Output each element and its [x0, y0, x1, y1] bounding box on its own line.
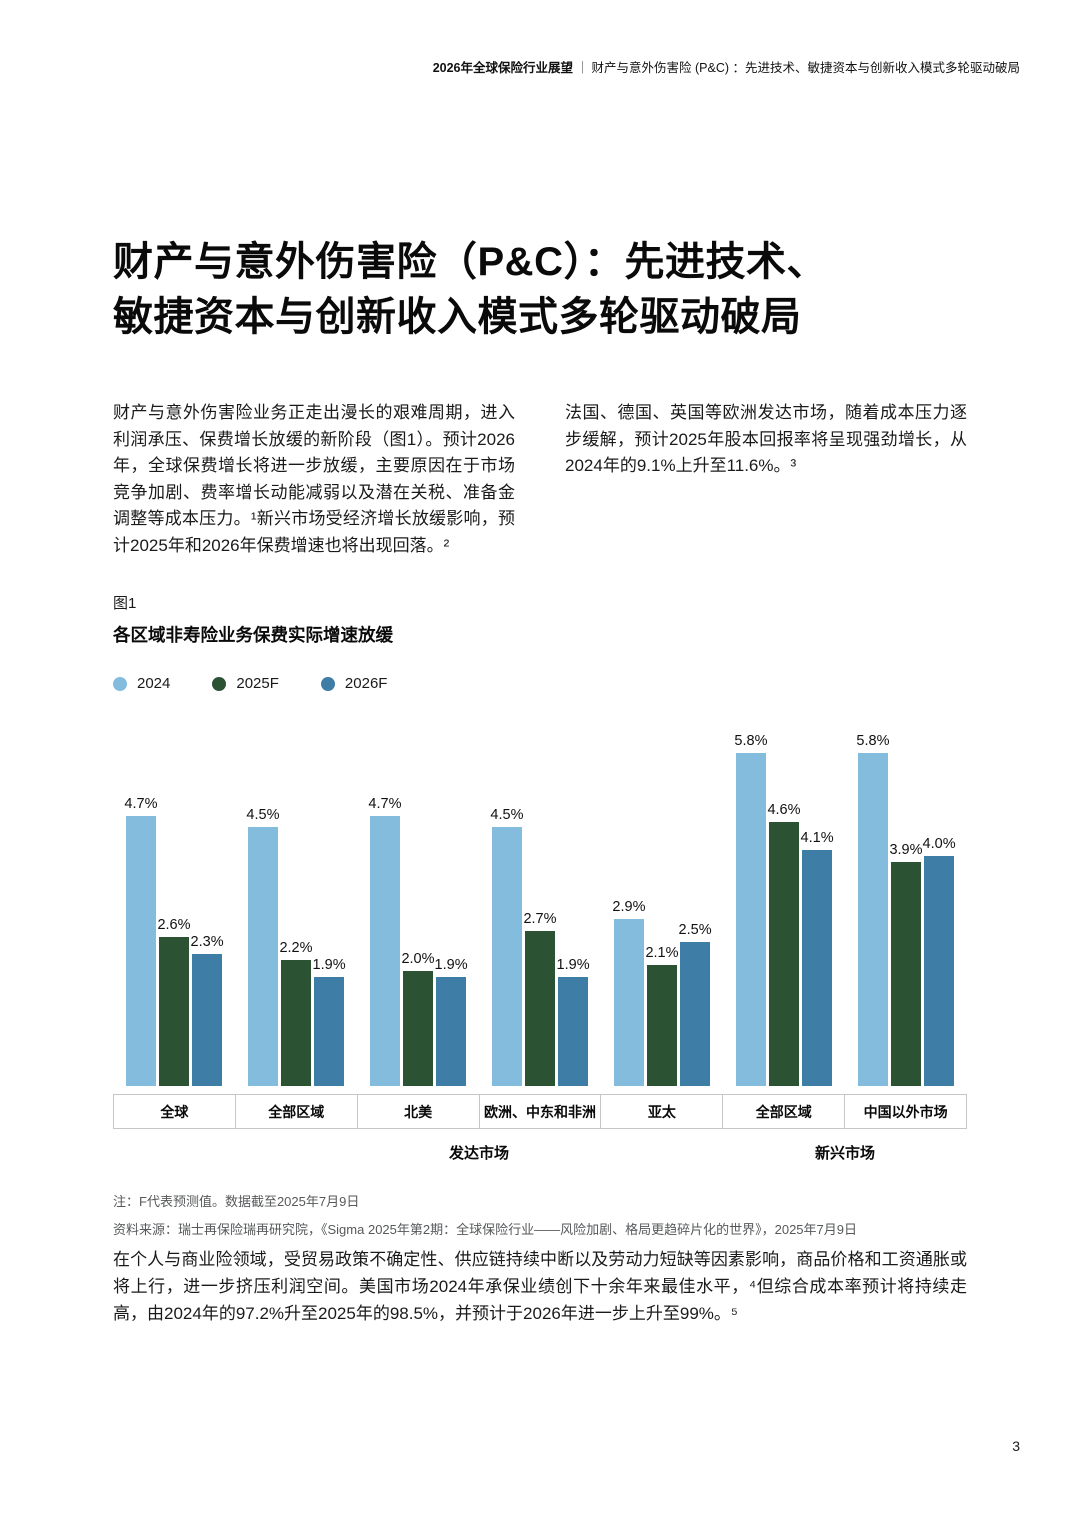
- figure-note: 注：F代表预测值。数据截至2025年7月9日: [113, 1194, 360, 1209]
- bar-value-label: 2.0%: [401, 951, 435, 967]
- category-label: 亚太: [600, 1094, 724, 1129]
- bar-2026F: [192, 953, 223, 1086]
- category-label: 全部区域: [234, 1094, 358, 1129]
- bar-2025F: [647, 965, 677, 1086]
- chart-group: 5.8% 3.9% 4.0%: [845, 706, 967, 1086]
- figure-notes: 注：F代表预测值。数据截至2025年7月9日 资料来源：瑞士再保险瑞再研究院，《…: [113, 1192, 967, 1239]
- intro-columns: 财产与意外伤害险业务正走出漫长的艰难周期，进入利润承压、保费增长放缓的新阶段（图…: [113, 400, 967, 559]
- bar-value-label: 2.3%: [190, 933, 224, 950]
- legend-label: 2024: [137, 675, 171, 692]
- category-label: 欧洲、中东和非洲: [478, 1094, 602, 1129]
- chart-category-row: 全球 全部区域 北美 欧洲、中东和非洲 亚太 全部区域 中国以外市场: [113, 1094, 968, 1129]
- bar-value-label: 4.0%: [922, 836, 956, 852]
- bar-value-label: 5.8%: [734, 732, 768, 749]
- bar-value-label: 2.6%: [157, 916, 191, 933]
- chart-group: 2.9% 2.1% 2.5%: [601, 706, 723, 1086]
- bar-2024: [247, 827, 278, 1086]
- bar-value-label: 2.5%: [678, 922, 712, 939]
- header-chapter-title: 财产与意外伤害险 (P&C) ：先进技术、敏捷资本与创新收入模式多轮驱动破局: [591, 61, 1020, 75]
- category-label: 全球: [113, 1094, 236, 1129]
- chart-group: 5.8% 4.6% 4.1%: [723, 706, 845, 1086]
- bar-value-label: 4.5%: [246, 807, 280, 824]
- bar-2025F: [891, 861, 921, 1086]
- legend-item: 2025F: [212, 675, 279, 692]
- bar-value-label: 2.1%: [645, 945, 679, 962]
- bar-value-label: 1.9%: [434, 956, 468, 973]
- legend-label: 2026F: [344, 675, 388, 692]
- bar-2024: [613, 919, 644, 1086]
- bar-2025F: [403, 971, 433, 1086]
- figure-source: 资料来源：瑞士再保险瑞再研究院，《Sigma 2025年第2期：全球保险行业——…: [113, 1221, 857, 1237]
- bar-2024: [125, 815, 156, 1086]
- legend-dot-icon: [113, 676, 127, 691]
- bar-2025F: [281, 959, 311, 1086]
- bar-2026F: [802, 850, 833, 1086]
- bar-value-label: 4.1%: [800, 830, 834, 847]
- bar-2024: [735, 752, 766, 1086]
- page-title-line2: 敏捷资本与创新收入模式多轮驱动破局: [113, 294, 802, 339]
- legend-label: 2025F: [236, 675, 279, 692]
- header-report-title: 2026年全球保险行业展望: [432, 61, 573, 75]
- figure-1: 图1 各区域非寿险业务保费实际增速放缓 2024 2025F 2026F 4.7% 2…: [113, 592, 968, 1247]
- category-label: 中国以外市场: [844, 1094, 968, 1129]
- figure-label: 图1: [113, 595, 137, 612]
- category-label: 全部区域: [722, 1094, 846, 1129]
- intro-left-column: 财产与意外伤害险业务正走出漫长的艰难周期，进入利润承压、保费增长放缓的新阶段（图…: [113, 403, 515, 555]
- bar-value-label: 2.7%: [523, 910, 557, 927]
- bar-2024: [857, 752, 888, 1086]
- chart-group-row: 发达市场 新兴市场: [113, 1140, 967, 1164]
- bar-value-label: 2.2%: [279, 939, 313, 956]
- bar-2025F: [159, 936, 189, 1086]
- bar-value-label: 3.9%: [889, 841, 923, 858]
- bar-value-label: 5.8%: [856, 732, 890, 749]
- legend-item: 2026F: [320, 675, 388, 692]
- bar-value-label: 1.9%: [312, 956, 346, 973]
- chart-group: 4.5% 2.7% 1.9%: [479, 706, 601, 1086]
- bar-2026F: [314, 976, 345, 1086]
- market-group-label: 发达市场: [448, 1144, 509, 1162]
- bar-2024: [491, 827, 522, 1086]
- bar-value-label: 4.6%: [767, 801, 801, 818]
- bar-2024: [369, 815, 400, 1086]
- page-header: 2026年全球保险行业展望｜财产与意外伤害险 (P&C) ：先进技术、敏捷资本与…: [60, 57, 1020, 76]
- bar-value-label: 2.9%: [612, 899, 646, 916]
- page-title-line1: 财产与意外伤害险（P&C）：先进技术、: [113, 239, 827, 284]
- header-separator: ｜: [576, 61, 589, 75]
- chart-plot: 4.7% 2.6% 2.3% 4.5% 2.2% 1.9% 4.7% 2.0% 1.9% 4.5%…: [113, 706, 967, 1086]
- chart-group: 4.5% 2.2% 1.9%: [235, 706, 357, 1086]
- intro-right-column: 法国、德国、英国等欧洲发达市场，随着成本压力逐步缓解，预计2025年股本回报率将…: [565, 403, 967, 476]
- category-label: 北美: [356, 1094, 480, 1129]
- market-group-label: 新兴市场: [814, 1144, 875, 1162]
- bar-value-label: 4.5%: [490, 807, 524, 824]
- legend-dot-icon: [320, 676, 335, 691]
- bar-2026F: [680, 942, 711, 1086]
- bar-2025F: [769, 821, 799, 1086]
- figure-title: 各区域非寿险业务保费实际增速放缓: [113, 625, 393, 645]
- bar-value-label: 4.7%: [368, 795, 402, 812]
- market-group-label: [113, 1140, 235, 1164]
- legend-dot-icon: [212, 676, 227, 691]
- page-number: 3: [1012, 1438, 1020, 1454]
- chart-group: 4.7% 2.0% 1.9%: [357, 706, 479, 1086]
- body-paragraph: 在个人与商业险领域，受贸易政策不确定性、供应链持续中断以及劳动力短缺等因素影响，…: [113, 1250, 967, 1324]
- bar-value-label: 1.9%: [556, 956, 590, 973]
- page-title: 财产与意外伤害险（P&C）：先进技术、 敏捷资本与创新收入模式多轮驱动破局: [113, 235, 1013, 345]
- chart-group: 4.7% 2.6% 2.3%: [113, 706, 235, 1086]
- bar-2026F: [924, 856, 955, 1086]
- bar-2026F: [436, 976, 467, 1086]
- legend-item: 2024: [113, 675, 170, 692]
- bar-2025F: [525, 930, 555, 1086]
- bar-value-label: 4.7%: [124, 795, 158, 812]
- bar-2026F: [558, 976, 589, 1086]
- chart-legend: 2024 2025F 2026F: [113, 675, 967, 692]
